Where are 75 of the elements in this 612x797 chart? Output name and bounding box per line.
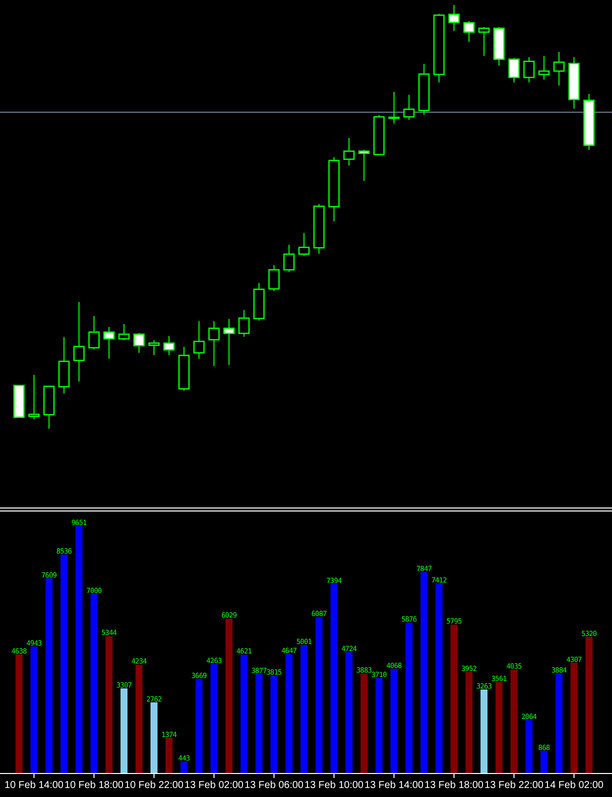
bar [526, 720, 532, 773]
candlestick [403, 94, 415, 120]
bar [120, 688, 128, 773]
bar [136, 664, 142, 773]
bar [76, 526, 82, 773]
x-tick-label: 10 Feb 18:00 [64, 780, 124, 791]
x-tick-label: 13 Feb 10:00 [304, 780, 364, 791]
bar [106, 636, 112, 773]
bar [436, 583, 442, 773]
bar [376, 678, 382, 773]
candlestick [193, 320, 205, 360]
candlestick [448, 4, 460, 32]
candlestick [523, 56, 535, 84]
bar [286, 654, 292, 773]
x-tick-label: 13 Feb 14:00 [364, 780, 424, 791]
bar [46, 578, 52, 773]
bar [420, 572, 428, 773]
candlestick [118, 324, 130, 341]
bar [540, 750, 548, 773]
bar [360, 674, 368, 773]
bar [16, 654, 22, 773]
bar [180, 762, 188, 773]
bar [316, 617, 322, 773]
candlestick [553, 52, 565, 86]
bar [466, 672, 472, 773]
x-tick-label: 14 Feb 02:00 [544, 780, 604, 791]
candlestick [163, 335, 175, 356]
candlestick [343, 138, 355, 166]
bar [570, 662, 578, 773]
bar [450, 624, 458, 773]
candlestick [388, 91, 400, 124]
bar [256, 674, 262, 773]
candlestick [148, 340, 160, 356]
bar [510, 670, 518, 773]
bar [150, 702, 158, 773]
bar [166, 738, 172, 773]
bar [330, 584, 338, 773]
bar [496, 682, 502, 773]
bar [226, 618, 232, 773]
bar [270, 675, 278, 773]
x-tick-label: 10 Feb 22:00 [124, 780, 184, 791]
candlestick [268, 264, 280, 292]
bar [196, 679, 202, 773]
candlestick [478, 26, 490, 56]
candlestick [238, 310, 250, 338]
x-tick-label: 13 Feb 02:00 [184, 780, 244, 791]
candlestick [208, 320, 220, 366]
bar [556, 674, 562, 773]
x-tick-label: 10 Feb 14:00 [4, 780, 64, 791]
candlestick [103, 326, 115, 360]
bar [210, 664, 218, 773]
candlestick [508, 57, 520, 84]
x-tick-label: 13 Feb 18:00 [424, 780, 484, 791]
candlestick [133, 332, 145, 354]
candlestick [73, 302, 85, 382]
candlestick [298, 232, 310, 256]
candlestick [358, 149, 370, 182]
bar [60, 554, 68, 773]
candlestick [28, 374, 40, 420]
x-tick-label: 13 Feb 22:00 [484, 780, 544, 791]
candlestick [223, 318, 235, 366]
bar [30, 646, 38, 773]
x-tick-label: 13 Feb 06:00 [244, 780, 304, 791]
bar [300, 645, 308, 773]
candlestick [538, 55, 550, 80]
candlestick [463, 20, 475, 42]
candlestick [88, 315, 100, 350]
candlestick [283, 244, 295, 272]
bar [390, 668, 398, 773]
bar [346, 652, 352, 773]
bar [480, 689, 488, 773]
bar [406, 622, 412, 773]
bar [586, 636, 592, 773]
bar [240, 654, 248, 773]
bar [90, 594, 98, 773]
